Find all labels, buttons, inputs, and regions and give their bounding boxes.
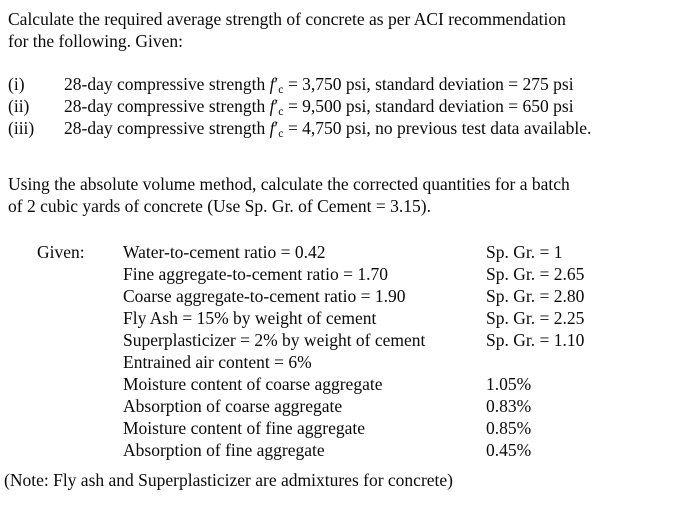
task-statement-line1: Using the absolute volume method, calcul… bbox=[8, 174, 570, 194]
fc-prime: ′ bbox=[274, 96, 279, 116]
fc-subscript: c bbox=[278, 81, 284, 96]
given-value: Sp. Gr. = 1 bbox=[486, 242, 563, 262]
given-value bbox=[486, 351, 671, 373]
fc-letter: f bbox=[269, 118, 275, 138]
fc-subscript: c bbox=[278, 103, 284, 118]
problem-statement: Calculate the required average strength … bbox=[8, 8, 671, 52]
case-suffix: = 4,750 psi, no previous test data avail… bbox=[283, 118, 592, 138]
given-label-spacer bbox=[37, 307, 123, 329]
case-list: (i) 28-day compressive strength f′c = 3,… bbox=[8, 73, 671, 139]
problem-statement-line2: for the following. Given: bbox=[8, 31, 183, 51]
given-item: Superplasticizer = 2% by weight of cemen… bbox=[123, 330, 426, 350]
given-label-spacer bbox=[37, 351, 123, 373]
fc-symbol: f′c bbox=[269, 118, 284, 140]
given-label-spacer bbox=[37, 395, 123, 417]
case-suffix: = 3,750 psi, standard deviation = 275 ps… bbox=[283, 74, 574, 94]
given-item: Fine aggregate-to-cement ratio = 1.70 bbox=[123, 264, 388, 284]
given-value: Sp. Gr. = 2.25 bbox=[486, 308, 585, 328]
given-item: Entrained air content = 6% bbox=[123, 352, 312, 372]
case-label: (i) bbox=[8, 74, 25, 94]
fc-symbol: f′c bbox=[269, 74, 284, 96]
fc-prime: ′ bbox=[274, 118, 279, 138]
given-item: Absorption of fine aggregate bbox=[123, 440, 325, 460]
given-value: Sp. Gr. = 2.80 bbox=[486, 286, 585, 306]
case-text: 28-day compressive strength f′c = 4,750 … bbox=[64, 117, 664, 139]
case-text: 28-day compressive strength f′c = 3,750 … bbox=[64, 73, 664, 95]
given-value: 1.05% bbox=[486, 374, 532, 394]
given-item: Fly Ash = 15% by weight of cement bbox=[123, 308, 377, 328]
task-statement: Using the absolute volume method, calcul… bbox=[8, 173, 671, 217]
given-label-spacer bbox=[37, 417, 123, 439]
fc-subscript: c bbox=[278, 125, 284, 140]
case-label: (ii) bbox=[8, 96, 30, 116]
given-label: Given: bbox=[37, 242, 85, 262]
given-label-spacer bbox=[37, 439, 123, 461]
given-value: 0.83% bbox=[486, 396, 532, 416]
given-label-spacer bbox=[37, 329, 123, 351]
fc-letter: f bbox=[269, 96, 275, 116]
given-value: Sp. Gr. = 2.65 bbox=[486, 264, 585, 284]
case-item: (ii) 28-day compressive strength f′c = 9… bbox=[8, 95, 671, 117]
case-prefix: 28-day compressive strength bbox=[64, 74, 270, 94]
given-value: Sp. Gr. = 1.10 bbox=[486, 330, 585, 350]
case-suffix: = 9,500 psi, standard deviation = 650 ps… bbox=[283, 96, 574, 116]
given-item: Moisture content of coarse aggregate bbox=[123, 374, 383, 394]
given-item: Water-to-cement ratio = 0.42 bbox=[123, 242, 326, 262]
given-item: Coarse aggregate-to-cement ratio = 1.90 bbox=[123, 286, 406, 306]
given-item: Moisture content of fine aggregate bbox=[123, 418, 365, 438]
given-label-spacer bbox=[37, 373, 123, 395]
case-text: 28-day compressive strength f′c = 9,500 … bbox=[64, 95, 664, 117]
problem-statement-line1: Calculate the required average strength … bbox=[8, 9, 566, 29]
given-item: Absorption of coarse aggregate bbox=[123, 396, 343, 416]
fc-letter: f bbox=[269, 74, 275, 94]
note-line: (Note: Fly ash and Superplasticizer are … bbox=[4, 470, 453, 490]
given-label-spacer bbox=[37, 263, 123, 285]
case-prefix: 28-day compressive strength bbox=[64, 96, 270, 116]
given-value: 0.45% bbox=[486, 440, 532, 460]
given-table: Given: Water-to-cement ratio = 0.42 Sp. … bbox=[37, 241, 671, 461]
given-label-spacer bbox=[37, 285, 123, 307]
fc-symbol: f′c bbox=[269, 96, 284, 118]
problem-document: Calculate the required average strength … bbox=[4, 8, 671, 490]
case-prefix: 28-day compressive strength bbox=[64, 118, 270, 138]
task-statement-line2: of 2 cubic yards of concrete (Use Sp. Gr… bbox=[8, 196, 431, 216]
case-item: (iii) 28-day compressive strength f′c = … bbox=[8, 117, 671, 139]
case-label: (iii) bbox=[8, 118, 35, 138]
given-value: 0.85% bbox=[486, 418, 532, 438]
case-item: (i) 28-day compressive strength f′c = 3,… bbox=[8, 73, 671, 95]
fc-prime: ′ bbox=[274, 74, 279, 94]
